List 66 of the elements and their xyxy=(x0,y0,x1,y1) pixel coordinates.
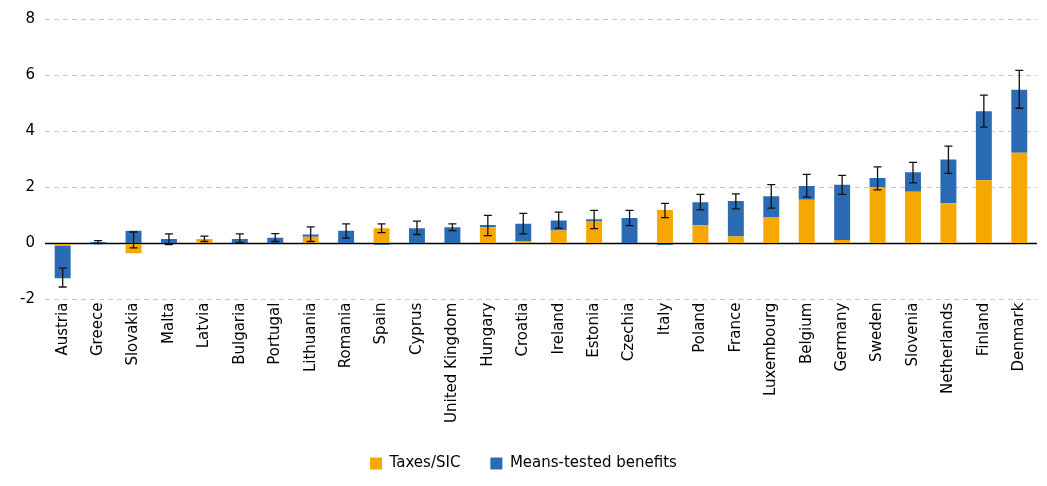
bar xyxy=(869,187,886,243)
bar xyxy=(763,196,780,218)
x-tick-label: Malta xyxy=(158,302,177,344)
bar xyxy=(444,227,461,243)
bar xyxy=(692,202,709,226)
x-tick-label: Netherlands xyxy=(938,302,957,395)
x-tick-label: Czechia xyxy=(619,302,638,362)
bar xyxy=(869,178,886,188)
y-tick-label: 0 xyxy=(25,233,35,252)
x-tick-label: Bulgaria xyxy=(229,302,248,365)
x-tick-label: Sweden xyxy=(867,302,886,362)
x-tick-label: Lithuania xyxy=(300,302,319,373)
bar xyxy=(975,180,992,243)
x-tick-label: Croatia xyxy=(513,302,532,357)
y-tick-label: 8 xyxy=(25,8,35,27)
bar xyxy=(479,227,496,243)
bar xyxy=(515,223,532,241)
bar xyxy=(54,245,71,279)
bar xyxy=(940,203,957,243)
x-tick-label: Spain xyxy=(371,302,390,345)
x-tick-label: Slovakia xyxy=(123,302,142,366)
x-tick-label: Romania xyxy=(336,302,354,369)
x-tick-label: Latvia xyxy=(194,302,213,349)
bar xyxy=(657,210,673,243)
bar xyxy=(586,221,603,243)
x-tick-label: Germany xyxy=(832,302,851,372)
bar xyxy=(621,217,638,243)
x-tick-label: Poland xyxy=(690,302,709,353)
bar xyxy=(798,185,815,200)
x-tick-label: Estonia xyxy=(584,302,603,358)
x-tick-label: United Kingdom xyxy=(442,302,461,424)
bar xyxy=(515,240,532,243)
bar xyxy=(1011,152,1028,243)
y-tick-label: 4 xyxy=(25,121,35,140)
bar xyxy=(975,111,992,181)
legend-label: Taxes/SIC xyxy=(388,453,461,472)
x-tick-label: Luxembourg xyxy=(761,302,780,397)
x-tick-label: France xyxy=(725,302,744,353)
x-tick-label: Austria xyxy=(52,302,71,356)
x-tick-label: Hungary xyxy=(477,302,496,367)
x-tick-label: Cyprus xyxy=(406,302,425,355)
bar xyxy=(834,184,851,241)
x-tick-label: Ireland xyxy=(548,302,567,355)
y-tick-label: -2 xyxy=(19,289,35,308)
bar xyxy=(1011,89,1028,153)
bar xyxy=(905,191,921,243)
x-tick-label: Belgium xyxy=(796,302,815,365)
x-tick-label: Greece xyxy=(87,302,106,357)
bar xyxy=(692,225,709,243)
y-tick-label: 2 xyxy=(25,177,35,196)
x-tick-label: Italy xyxy=(654,302,673,336)
y-tick-label: 6 xyxy=(25,65,35,84)
x-tick-label: Finland xyxy=(973,302,992,357)
legend-label: Means-tested benefits xyxy=(509,453,678,472)
bar xyxy=(940,159,957,204)
bar xyxy=(550,230,567,243)
x-tick-label: Slovenia xyxy=(902,302,921,367)
bar xyxy=(409,228,425,243)
x-tick-label: Portugal xyxy=(265,302,284,365)
bar xyxy=(798,199,815,243)
bar xyxy=(373,228,390,243)
bar xyxy=(763,217,780,243)
x-tick-label: Denmark xyxy=(1009,302,1028,372)
bar xyxy=(727,201,744,237)
bar xyxy=(727,236,744,243)
bar xyxy=(834,240,851,243)
